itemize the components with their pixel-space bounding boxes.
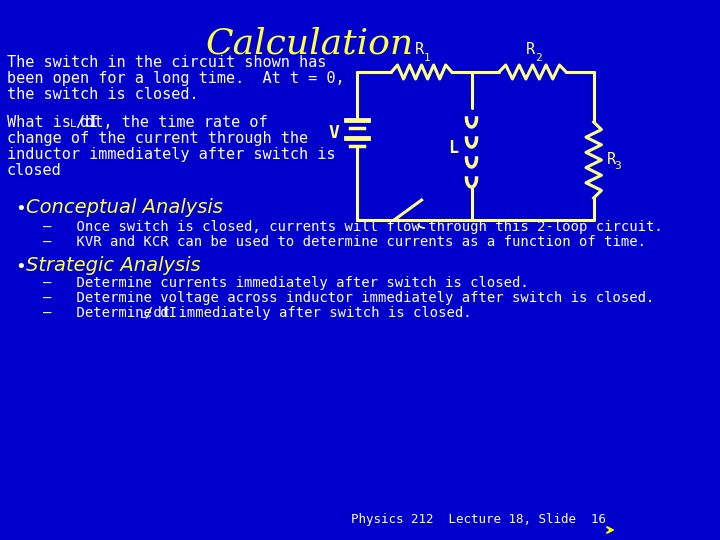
Text: Calculation: Calculation <box>206 26 414 60</box>
Text: been open for a long time.  At t = 0,: been open for a long time. At t = 0, <box>7 71 344 86</box>
Text: What is dI: What is dI <box>7 115 98 130</box>
Text: 3: 3 <box>614 161 621 171</box>
Text: L: L <box>448 139 458 157</box>
Text: R: R <box>606 152 616 167</box>
Text: the switch is closed.: the switch is closed. <box>7 87 199 102</box>
Text: –   Determine dI: – Determine dI <box>43 306 177 320</box>
Text: /dt immediately after switch is closed.: /dt immediately after switch is closed. <box>145 306 472 320</box>
Text: L: L <box>70 119 76 129</box>
Text: •: • <box>16 200 27 218</box>
Text: R: R <box>526 42 536 57</box>
Text: Strategic Analysis: Strategic Analysis <box>26 256 200 275</box>
Text: •: • <box>16 258 27 276</box>
Text: Physics 212  Lecture 18, Slide  16: Physics 212 Lecture 18, Slide 16 <box>351 513 606 526</box>
Text: Conceptual Analysis: Conceptual Analysis <box>26 198 222 217</box>
Text: 2: 2 <box>535 53 542 63</box>
Text: The switch in the circuit shown has: The switch in the circuit shown has <box>7 55 326 70</box>
Text: 1: 1 <box>423 53 430 63</box>
Text: –   KVR and KCR can be used to determine currents as a function of time.: – KVR and KCR can be used to determine c… <box>43 235 646 249</box>
Text: V: V <box>329 124 340 142</box>
Text: –   Once switch is closed, currents will flow through this 2-loop circuit.: – Once switch is closed, currents will f… <box>43 220 663 234</box>
Text: closed: closed <box>7 163 62 178</box>
Text: –   Determine currents immediately after switch is closed.: – Determine currents immediately after s… <box>43 276 528 290</box>
Text: –   Determine voltage across inductor immediately after switch is closed.: – Determine voltage across inductor imme… <box>43 291 654 305</box>
Text: L: L <box>140 310 146 320</box>
Text: /dt, the time rate of: /dt, the time rate of <box>76 115 267 130</box>
Text: change of the current through the: change of the current through the <box>7 131 308 146</box>
Text: R: R <box>415 42 423 57</box>
Text: inductor immediately after switch is: inductor immediately after switch is <box>7 147 336 162</box>
